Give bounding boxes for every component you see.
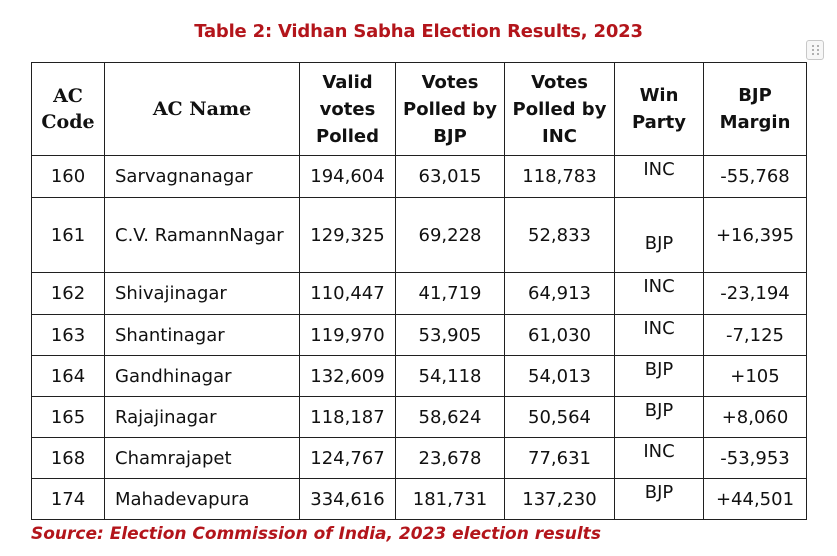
cell-inc-votes: 61,030 [504, 314, 615, 356]
cell-valid-votes: 110,447 [299, 272, 396, 315]
cell-win-party: INC [614, 437, 704, 479]
cell-bjp-votes: 53,905 [395, 314, 505, 356]
cell-win-party: INC [614, 314, 704, 356]
cell-bjp-votes: 69,228 [395, 197, 505, 273]
cell-inc-votes: 50,564 [504, 396, 615, 438]
column-header-bjp-margin: BJP Margin [703, 62, 807, 156]
cell-bjp-votes: 23,678 [395, 437, 505, 479]
cell-ac-name: Rajajinagar [104, 396, 300, 438]
cell-ac-name: Gandhinagar [104, 355, 300, 397]
cell-inc-votes: 64,913 [504, 272, 615, 315]
table-row: 168 Chamrajapet 124,767 23,678 77,631 IN… [31, 437, 807, 479]
cell-win-party: BJP [614, 478, 704, 520]
cell-bjp-votes: 63,015 [395, 155, 505, 198]
cell-valid-votes: 334,616 [299, 478, 396, 520]
cell-bjp-votes: 58,624 [395, 396, 505, 438]
cell-inc-votes: 137,230 [504, 478, 615, 520]
column-header-win-party: Win Party [614, 62, 704, 156]
cell-valid-votes: 132,609 [299, 355, 396, 397]
table-row: 160 Sarvagnanagar 194,604 63,015 118,783… [31, 155, 807, 198]
table-row: 165 Rajajinagar 118,187 58,624 50,564 BJ… [31, 396, 807, 438]
column-header-valid-votes: Valid votes Polled [299, 62, 396, 156]
cell-win-party: INC [614, 272, 704, 315]
cell-bjp-margin: -23,194 [703, 272, 807, 315]
cell-ac-code: 164 [31, 355, 105, 397]
table-row: 161 C.V. RamannNagar 129,325 69,228 52,8… [31, 197, 807, 273]
cell-bjp-margin: -55,768 [703, 155, 807, 198]
cell-inc-votes: 52,833 [504, 197, 615, 273]
cell-ac-code: 162 [31, 272, 105, 315]
cell-ac-name: C.V. RamannNagar [104, 197, 300, 273]
column-header-inc-votes: Votes Polled by INC [504, 62, 615, 156]
table-row: 174 Mahadevapura 334,616 181,731 137,230… [31, 478, 807, 520]
cell-bjp-margin: +16,395 [703, 197, 807, 273]
cell-bjp-votes: 41,719 [395, 272, 505, 315]
cell-inc-votes: 77,631 [504, 437, 615, 479]
table-row: 163 Shantinagar 119,970 53,905 61,030 IN… [31, 314, 807, 356]
cell-ac-code: 161 [31, 197, 105, 273]
cell-ac-code: 163 [31, 314, 105, 356]
cell-valid-votes: 194,604 [299, 155, 396, 198]
cell-win-party: BJP [614, 197, 704, 273]
cell-inc-votes: 118,783 [504, 155, 615, 198]
cell-ac-name: Shivajinagar [104, 272, 300, 315]
cell-bjp-votes: 181,731 [395, 478, 505, 520]
cell-bjp-margin: +8,060 [703, 396, 807, 438]
cell-valid-votes: 119,970 [299, 314, 396, 356]
cell-ac-name: Chamrajapet [104, 437, 300, 479]
election-results-table: AC Code AC Name Valid votes Polled Votes… [31, 62, 807, 520]
header-row: AC Code AC Name Valid votes Polled Votes… [31, 62, 807, 156]
cell-ac-name: Shantinagar [104, 314, 300, 356]
cell-bjp-margin: +44,501 [703, 478, 807, 520]
cell-bjp-margin: -53,953 [703, 437, 807, 479]
cell-valid-votes: 118,187 [299, 396, 396, 438]
cell-ac-name: Mahadevapura [104, 478, 300, 520]
cell-valid-votes: 124,767 [299, 437, 396, 479]
column-header-ac-name: AC Name [104, 62, 300, 156]
cell-ac-code: 160 [31, 155, 105, 198]
table-title: Table 2: Vidhan Sabha Election Results, … [194, 21, 643, 42]
cell-bjp-votes: 54,118 [395, 355, 505, 397]
cell-ac-name: Sarvagnanagar [104, 155, 300, 198]
cell-bjp-margin: +105 [703, 355, 807, 397]
cell-ac-code: 165 [31, 396, 105, 438]
cell-win-party: BJP [614, 396, 704, 438]
cell-win-party: INC [614, 155, 704, 198]
cell-inc-votes: 54,013 [504, 355, 615, 397]
cell-win-party: BJP [614, 355, 704, 397]
source-note: Source: Election Commission of India, 20… [31, 524, 601, 544]
cell-bjp-margin: -7,125 [703, 314, 807, 356]
cell-valid-votes: 129,325 [299, 197, 396, 273]
cell-ac-code: 168 [31, 437, 105, 479]
column-header-bjp-votes: Votes Polled by BJP [395, 62, 505, 156]
cell-ac-code: 174 [31, 478, 105, 520]
table-row: 162 Shivajinagar 110,447 41,719 64,913 I… [31, 272, 807, 315]
table-move-handle-icon[interactable] [806, 40, 824, 60]
table-row: 164 Gandhinagar 132,609 54,118 54,013 BJ… [31, 355, 807, 397]
column-header-ac-code: AC Code [31, 62, 105, 156]
